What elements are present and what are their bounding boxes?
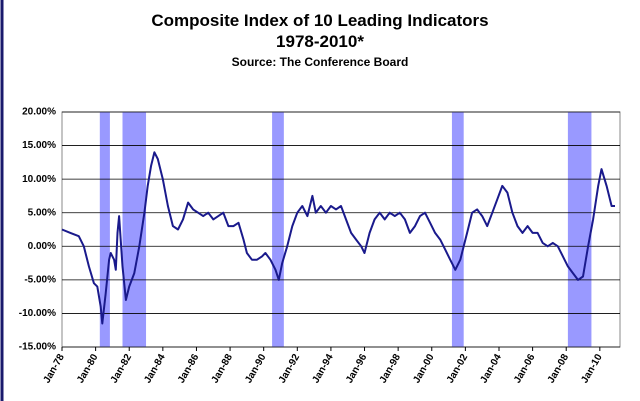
y-tick-label: 5.00%	[28, 207, 56, 218]
y-tick-label: 0.00%	[28, 241, 56, 252]
y-tick-label: 10.00%	[22, 174, 56, 185]
y-tick-label: -10.00%	[19, 308, 56, 319]
recession-band	[451, 112, 464, 347]
chart-title: Composite Index of 10 Leading Indicators	[151, 11, 488, 30]
y-tick-label: 15.00%	[22, 140, 56, 151]
y-tick-label: -15.00%	[19, 342, 56, 353]
recession-band	[272, 112, 284, 347]
plot-background	[61, 111, 621, 348]
series-line	[61, 151, 615, 325]
chart-subtitle: 1978-2010*	[276, 32, 364, 51]
chart-source: Source: The Conference Board	[232, 55, 409, 69]
y-tick-label: 20.00%	[22, 107, 56, 118]
y-tick-label: -5.00%	[24, 274, 56, 285]
recession-band	[99, 112, 110, 347]
recession-band	[567, 112, 592, 347]
